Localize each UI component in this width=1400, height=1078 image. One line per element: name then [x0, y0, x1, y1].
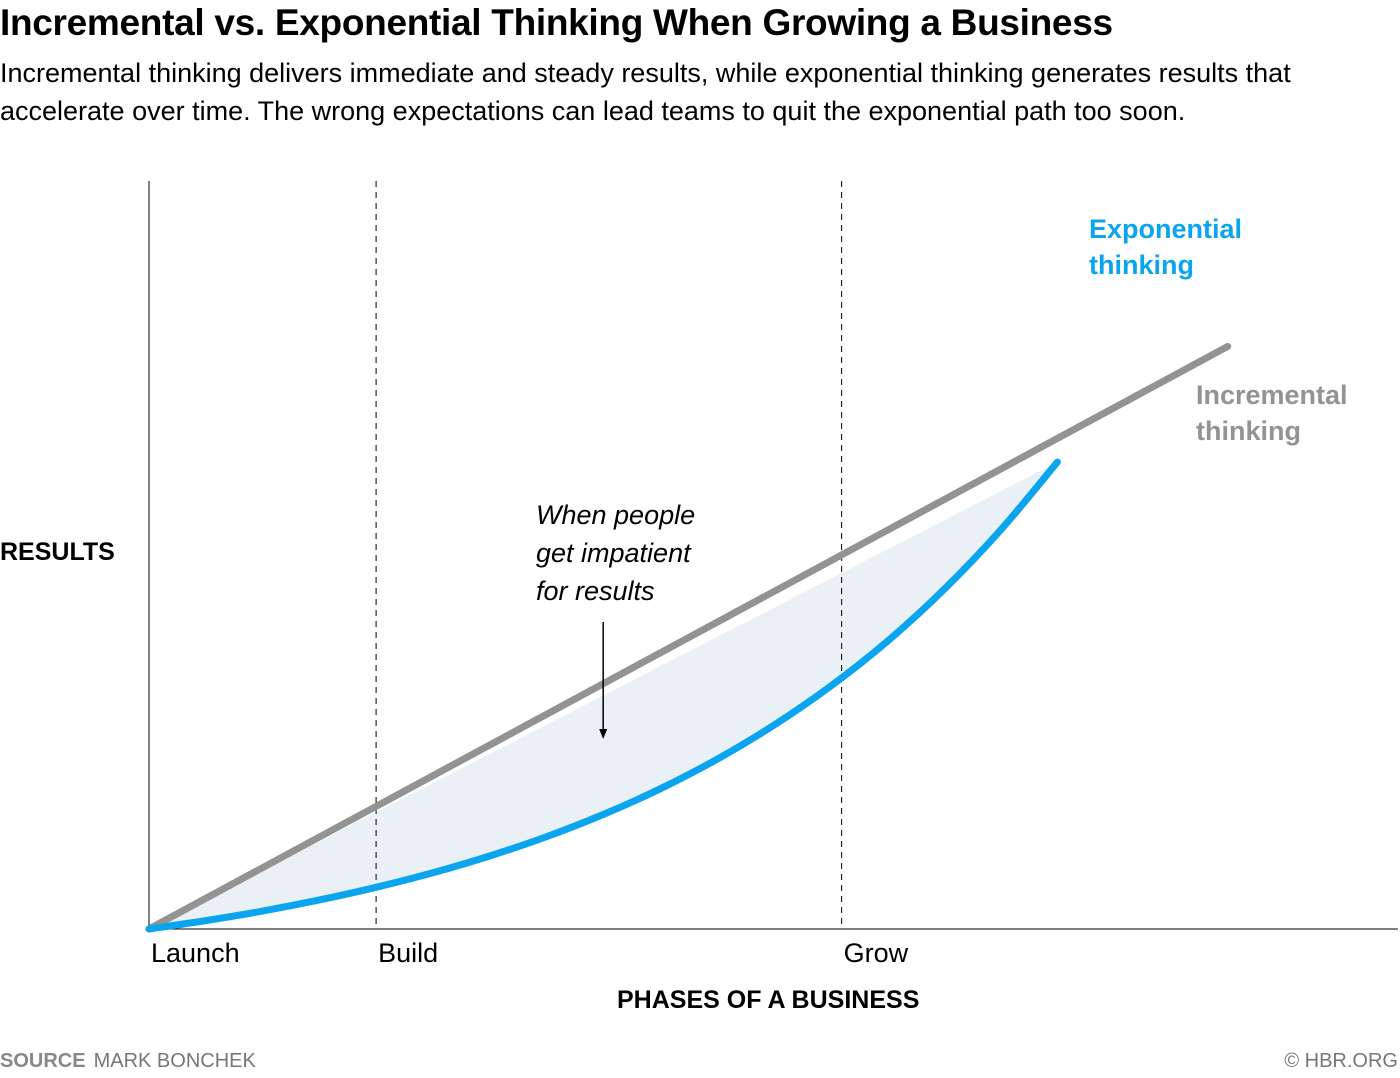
source-label: SOURCE [0, 1050, 86, 1072]
chart-subtitle: Incremental thinking delivers immediate … [0, 58, 1291, 126]
y-axis-label: RESULTS [0, 538, 115, 566]
source-text: MARK BONCHEK [93, 1050, 256, 1072]
series-line-incremental [145, 342, 1232, 933]
annotation-line-3: for results [536, 576, 655, 606]
series-label-incremental: Incremental thinking [1196, 380, 1348, 446]
annotation-text: When people get impatient for results [536, 496, 756, 610]
gap-area [149, 462, 1058, 929]
annotation-arrow-head [599, 729, 608, 739]
source-note: SOURCE MARK BONCHEK [0, 1050, 256, 1073]
x-axis-label: PHASES OF A BUSINESS [617, 986, 920, 1014]
annotation-line-1: When people [536, 500, 696, 530]
credit: © HBR.ORG [1284, 1050, 1398, 1072]
tick-label-launch: Launch [151, 938, 240, 968]
chart-title: Incremental vs. Exponential Thinking Whe… [0, 2, 1113, 43]
series-line-exponential [145, 458, 1061, 933]
tick-label-build: Build [378, 938, 439, 968]
series-label-exponential: Exponential thinking [1089, 214, 1243, 280]
tick-label-grow: Grow [843, 938, 909, 968]
annotation-line-2: get impatient [536, 538, 691, 568]
